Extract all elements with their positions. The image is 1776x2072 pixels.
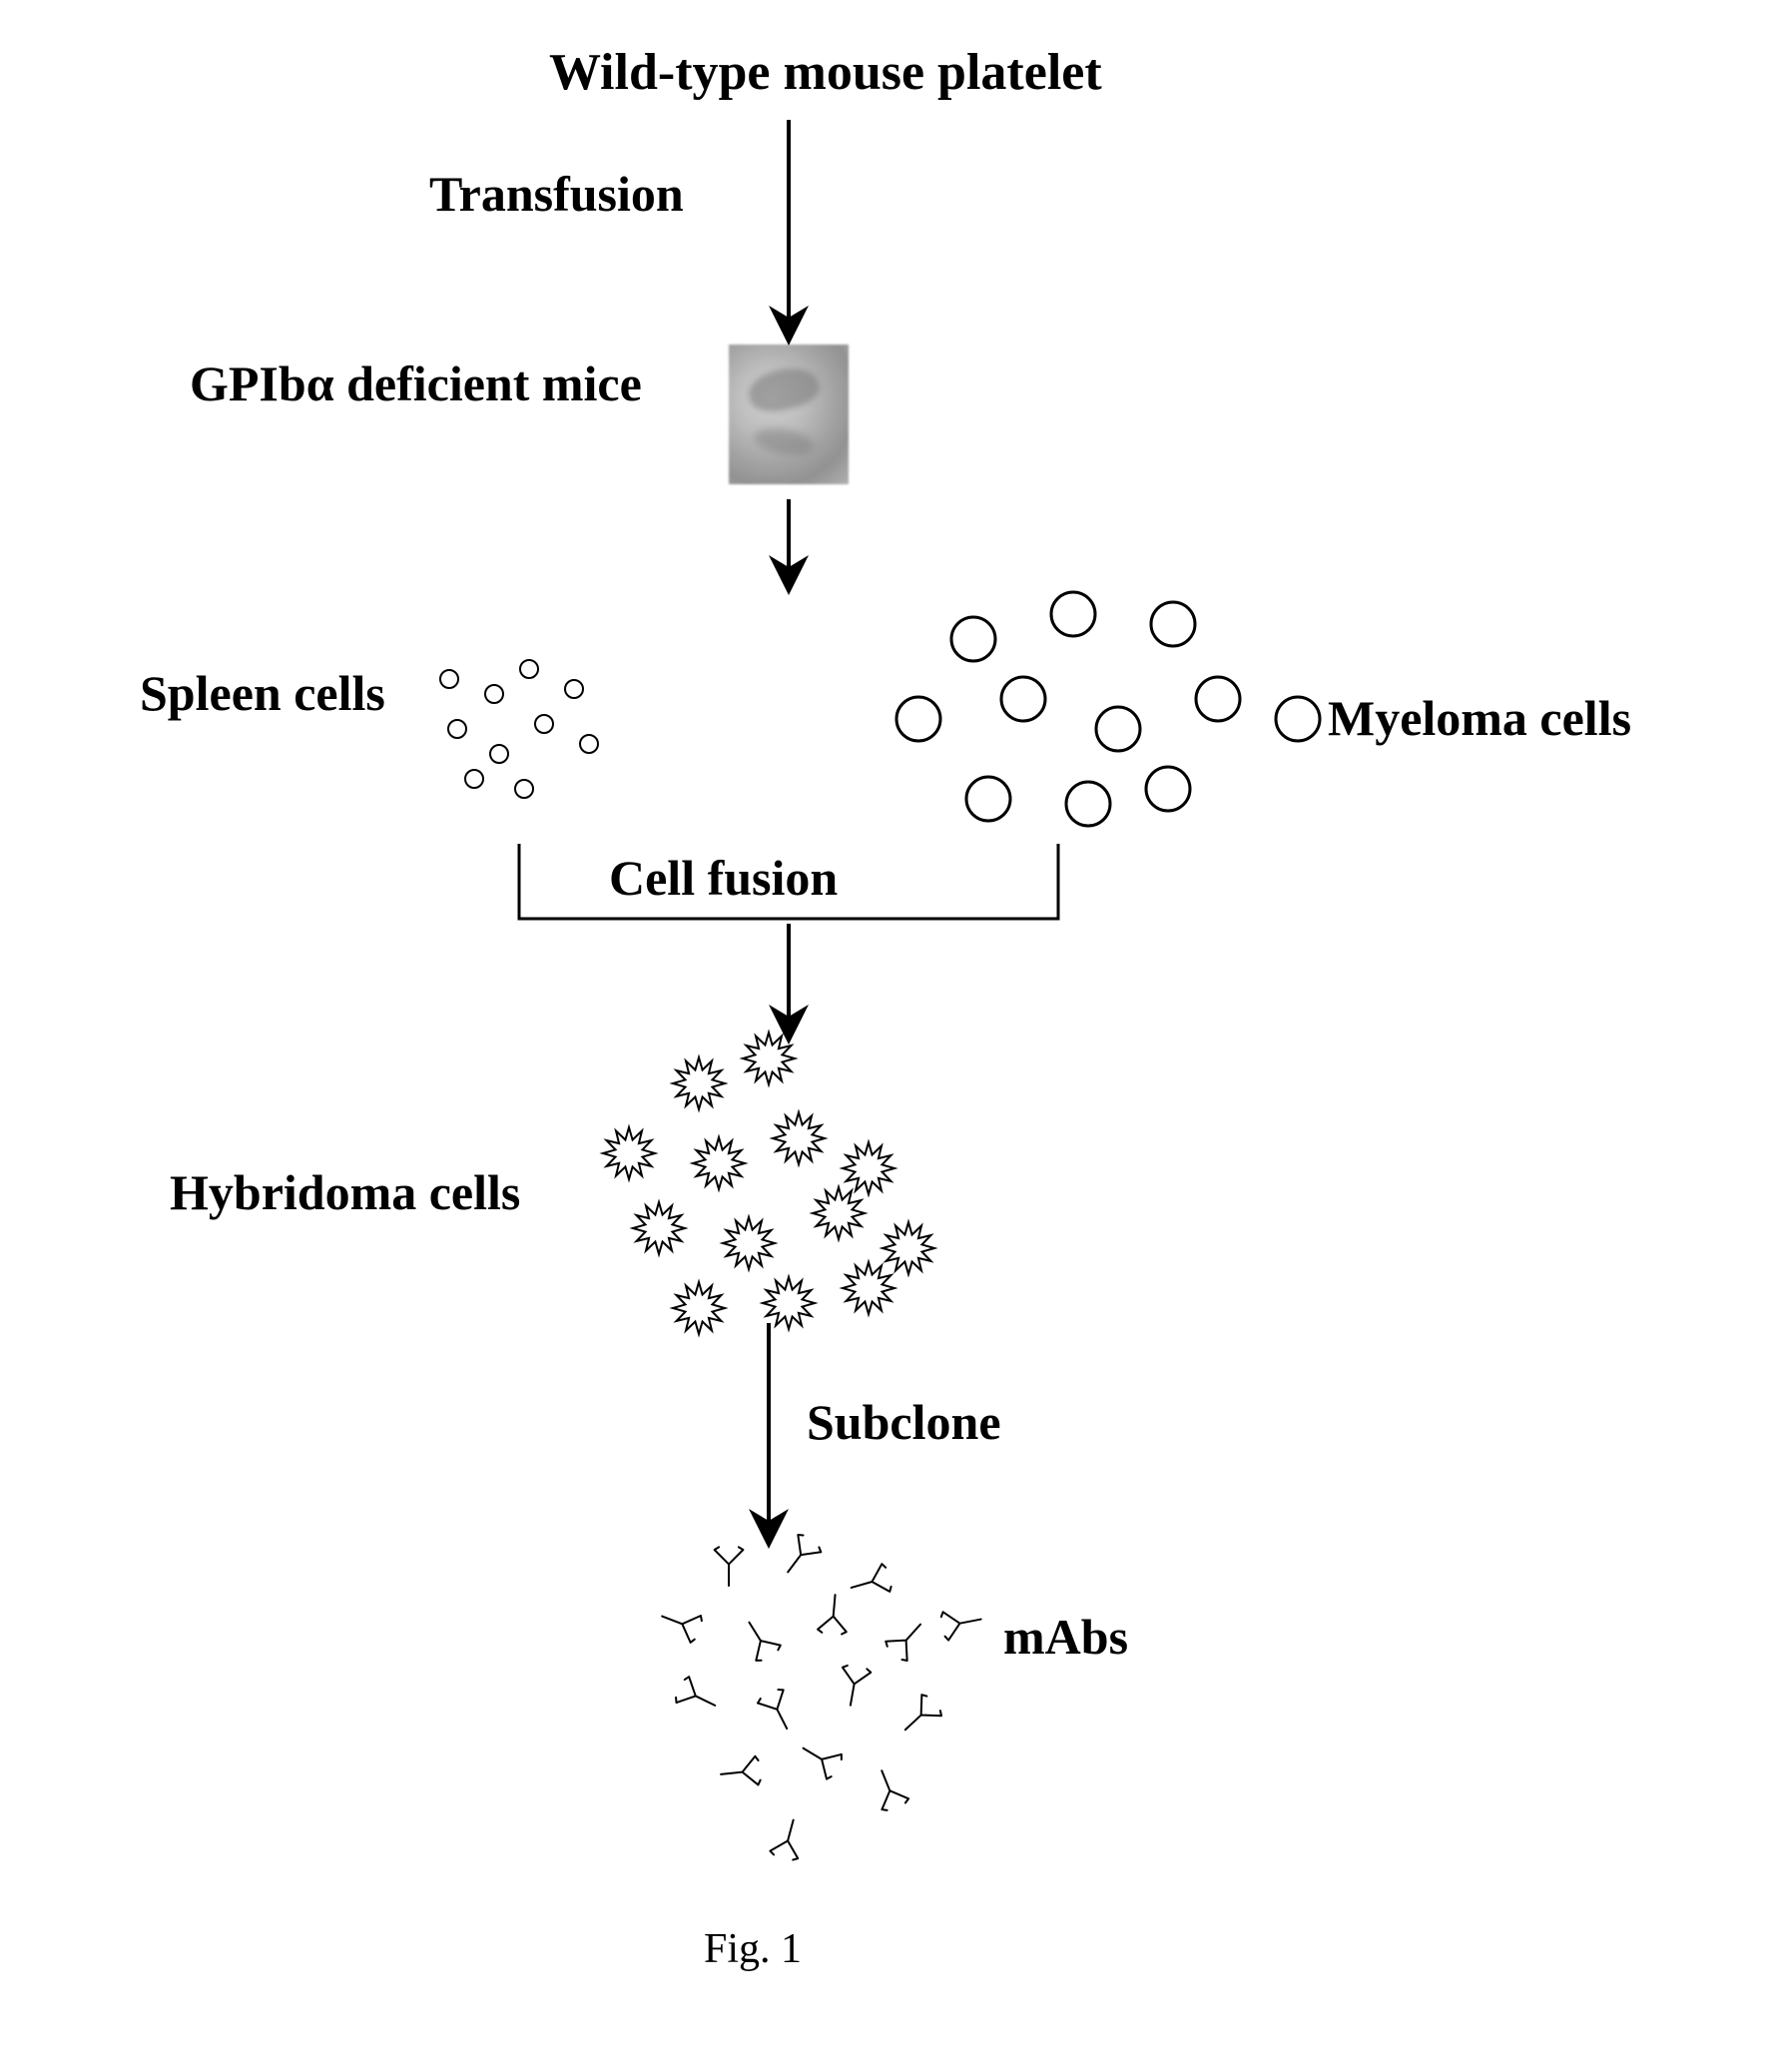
myeloma-label: Myeloma cells — [1328, 689, 1631, 747]
hybridoma-label: Hybridoma cells — [170, 1163, 520, 1221]
spleen-label: Spleen cells — [140, 664, 385, 722]
mabs-label: mAbs — [1003, 1608, 1128, 1666]
diagram-canvas: Wild-type mouse platelet Transfusion GPI… — [0, 0, 1776, 2072]
transfusion-label: Transfusion — [429, 165, 684, 223]
figure-caption: Fig. 1 — [704, 1925, 802, 1973]
title-label: Wild-type mouse platelet — [549, 43, 1102, 102]
mouse-image — [729, 345, 849, 484]
gpib-label: GPIbα deficient mice — [190, 354, 642, 412]
diagram-svg — [0, 0, 1776, 2072]
fusion-label: Cell fusion — [609, 849, 838, 907]
subclone-label: Subclone — [807, 1393, 1001, 1451]
